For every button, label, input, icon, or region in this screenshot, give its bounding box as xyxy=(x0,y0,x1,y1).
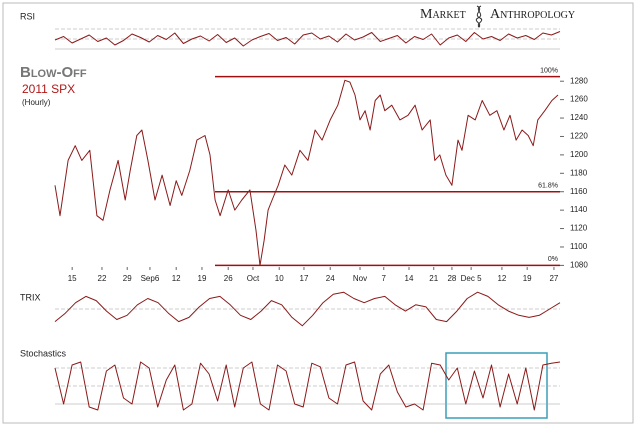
chart-title: Blow-Off xyxy=(20,64,87,81)
panel-title: Stochastics xyxy=(20,348,67,358)
x-tick-label: 22 xyxy=(98,274,107,283)
y-tick-label: 1240 xyxy=(570,113,588,122)
x-tick-label: 7 xyxy=(382,274,387,283)
brand-right: Anthropology xyxy=(490,7,575,22)
x-tick-label: Sep6 xyxy=(141,274,160,283)
x-tick-label: 14 xyxy=(405,274,414,283)
y-tick-label: 1220 xyxy=(570,132,588,141)
annotation: (Hourly) xyxy=(22,98,51,107)
series-line xyxy=(54,291,561,327)
x-tick-label: Nov xyxy=(353,274,367,283)
frame xyxy=(2,2,634,424)
highlight-box xyxy=(445,352,548,419)
fib-label: 0% xyxy=(548,256,558,263)
chart-subtitle: 2011 SPX xyxy=(22,82,75,96)
brand-icon xyxy=(475,5,483,28)
series-line xyxy=(54,31,561,47)
x-tick-label: 15 xyxy=(68,274,77,283)
x-tick-label: 19 xyxy=(523,274,532,283)
x-tick-label: 28 xyxy=(447,274,456,283)
y-tick-label: 1180 xyxy=(570,168,588,177)
x-tick-label: 10 xyxy=(275,274,284,283)
fib-label: 100% xyxy=(540,67,558,74)
y-tick-label: 1100 xyxy=(570,242,588,251)
x-tick-label: Oct xyxy=(247,274,260,283)
panel-title: TRIX xyxy=(20,292,41,302)
x-tick-label: 17 xyxy=(300,274,309,283)
x-tick-label: 19 xyxy=(198,274,207,283)
brand-left: Market xyxy=(420,7,466,22)
x-tick-label: 27 xyxy=(549,274,558,283)
y-tick-label: 1080 xyxy=(570,261,588,270)
fib-label: 61.8% xyxy=(538,183,558,190)
y-tick-label: 1280 xyxy=(570,76,588,85)
series-line xyxy=(54,361,561,411)
x-tick-label: Dec 5 xyxy=(461,274,482,283)
x-tick-label: 12 xyxy=(172,274,181,283)
x-tick-label: 12 xyxy=(497,274,506,283)
x-tick-label: 26 xyxy=(224,274,233,283)
x-tick-label: 21 xyxy=(429,274,438,283)
x-tick-label: 29 xyxy=(123,274,132,283)
y-tick-label: 1120 xyxy=(570,224,588,233)
panel-title: RSI xyxy=(20,11,35,21)
y-tick-label: 1260 xyxy=(570,95,588,104)
series-line xyxy=(54,79,559,266)
y-tick-label: 1140 xyxy=(570,205,588,214)
y-tick-label: 1200 xyxy=(570,150,588,159)
y-tick-label: 1160 xyxy=(570,187,588,196)
x-tick-label: 24 xyxy=(326,274,335,283)
